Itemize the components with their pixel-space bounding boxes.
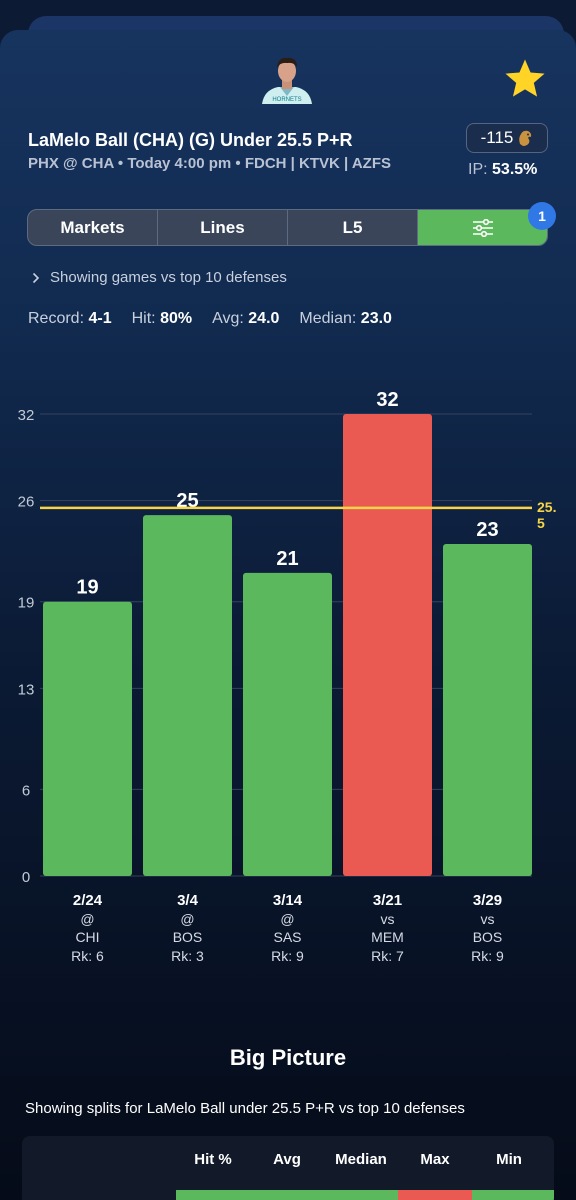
star-icon[interactable] [502,56,548,102]
svg-text:HORNETS: HORNETS [272,97,301,103]
x-location-label: vs [481,911,495,927]
bar [443,543,532,876]
view-tabs: Markets Lines L5 [27,209,548,246]
y-tick-label: 0 [22,869,30,886]
x-date-label: 3/14 [273,892,303,909]
prop-line-label: 25. [537,499,556,515]
chevron-right-icon [32,272,40,283]
x-location-label: @ [180,911,194,927]
game-info: PHX @ CHA • Today 4:00 pm • FDCH | KTVK … [28,155,391,172]
col-hit-pct: Hit % [194,1151,232,1168]
tab-markets[interactable]: Markets [28,210,158,245]
bar-value-label: 32 [376,389,398,411]
filter-note[interactable]: Showing games vs top 10 defenses [32,269,287,286]
lion-icon [519,130,532,146]
stat-avg: Avg: 24.0 [212,310,280,327]
stat-record: Record: 4-1 [28,310,112,327]
x-opponent-label: CHI [75,929,99,945]
bar-value-label: 19 [76,577,98,599]
max-cell [398,1190,472,1200]
x-opponent-label: BOS [173,929,203,945]
x-location-label: @ [80,911,94,927]
col-avg: Avg [273,1151,301,1168]
stat-hit: Hit: 80% [131,310,193,327]
x-date-label: 2/24 [73,892,103,909]
implied-probability: IP: 53.5% [468,161,537,179]
ip-label: IP: [468,161,488,178]
game-log-chart: 0 6 13 19 26 32 19 2/24 @ CHI Rk: 6 25 3/4 @ BOS Rk: 3 2… [18,389,557,964]
big-picture-title: Big Picture [229,1045,347,1070]
hit-cells [176,1190,398,1200]
bar [143,515,232,876]
x-date-label: 3/21 [373,892,402,909]
y-tick-label: 32 [18,407,35,424]
col-min: Min [496,1151,522,1168]
y-tick-label: 26 [18,494,35,511]
bar [243,572,332,876]
bar-value-label: 25 [176,490,198,512]
player-avatar: HORNETS [260,54,314,104]
min-cell [472,1190,554,1200]
x-rank-label: Rk: 6 [71,948,104,964]
x-rank-label: Rk: 7 [371,948,404,964]
y-tick-label: 19 [18,595,35,612]
y-tick-label: 6 [22,782,30,799]
y-tick-label: 13 [18,681,35,698]
x-date-label: 3/4 [177,892,199,909]
splits-table: Hit % Avg Median Max Min [22,1136,554,1200]
bar-value-label: 21 [276,548,298,570]
filter-note-text: Showing games vs top 10 defenses [50,269,287,286]
tab-lines[interactable]: Lines [158,210,288,245]
x-date-label: 3/29 [473,892,502,909]
filter-count-badge: 1 [528,202,556,230]
prop-line-label: 5 [537,515,545,531]
x-location-label: @ [280,911,294,927]
big-picture-description: Showing splits for LaMelo Ball under 25.… [25,1100,465,1117]
col-max: Max [420,1151,450,1168]
bar [343,414,432,876]
tab-l5[interactable]: L5 [288,210,418,245]
x-rank-label: Rk: 9 [271,948,304,964]
x-rank-label: Rk: 9 [471,948,504,964]
x-location-label: vs [381,911,395,927]
stat-median: Median: 23.0 [299,310,392,327]
x-opponent-label: BOS [473,929,503,945]
tab-filters[interactable] [418,210,547,245]
prop-title: LaMelo Ball (CHA) (G) Under 25.5 P+R [28,130,353,150]
sliders-icon [472,218,493,237]
summary-stats: Record: 4-1 Hit: 80% Avg: 24.0 Median: 2… [28,310,392,328]
x-opponent-label: SAS [273,929,301,945]
odds-button[interactable]: -115 [466,123,548,153]
x-opponent-label: MEM [371,929,404,945]
ip-value: 53.5% [492,161,538,178]
col-median: Median [335,1151,387,1168]
bar-value-label: 23 [476,519,498,541]
bar [43,601,132,876]
x-rank-label: Rk: 3 [171,948,204,964]
odds-value: -115 [480,128,514,147]
